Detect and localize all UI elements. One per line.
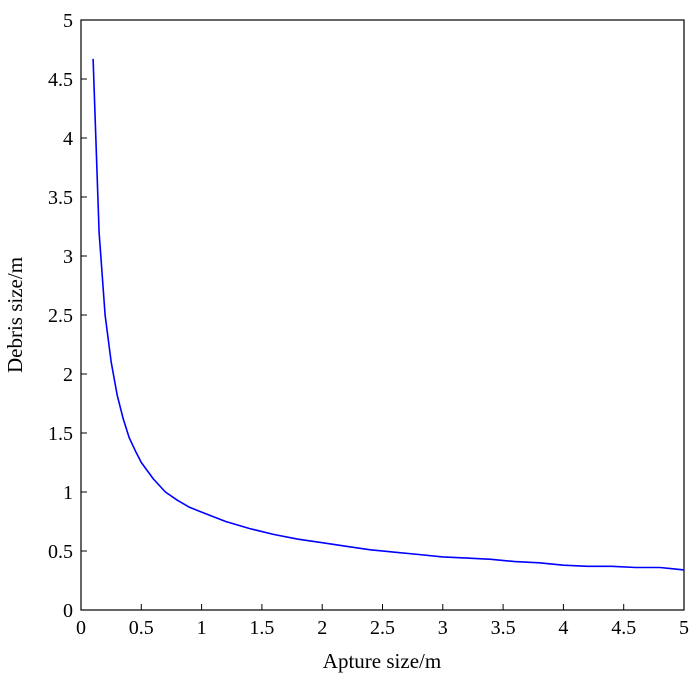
y-tick-label: 1: [63, 482, 73, 504]
x-tick-label: 5: [679, 617, 689, 639]
y-tick-label: 3: [63, 246, 73, 268]
y-tick-label: 2.5: [48, 305, 73, 327]
x-axis-label: Apture size/m: [323, 649, 441, 673]
x-tick-label: 3: [438, 617, 448, 639]
y-tick-label: 2: [63, 364, 73, 386]
x-tick-label: 1: [197, 617, 207, 639]
y-axis-label: Debris size/m: [3, 257, 27, 373]
x-tick-label: 0: [76, 617, 86, 639]
y-axis-ticks: 0 0.5 1 1.5 2 2.5 3 3.5 4 4.5 5: [48, 10, 87, 622]
x-tick-label: 4: [558, 617, 568, 639]
y-tick-label: 3.5: [48, 187, 73, 209]
series-layer: [92, 58, 685, 571]
y-tick-label: 4.5: [48, 69, 73, 91]
plot-frame: [80, 19, 685, 611]
y-tick-label: 1.5: [48, 423, 73, 445]
x-tick-label: 0.5: [129, 617, 154, 639]
x-tick-label: 2: [317, 617, 327, 639]
x-tick-label: 1.5: [249, 617, 274, 639]
y-tick-label: 4: [63, 128, 73, 150]
x-tick-label: 4.5: [611, 617, 636, 639]
series-line: [92, 58, 685, 571]
y-tick-label: 0.5: [48, 541, 73, 563]
y-tick-label: 5: [63, 10, 73, 32]
x-tick-label: 3.5: [491, 617, 516, 639]
y-tick-label: 0: [63, 600, 73, 622]
x-tick-label: 2.5: [370, 617, 395, 639]
x-axis-ticks: 0 0.5 1 1.5 2 2.5 3 3.5 4 4.5 5: [76, 604, 689, 639]
